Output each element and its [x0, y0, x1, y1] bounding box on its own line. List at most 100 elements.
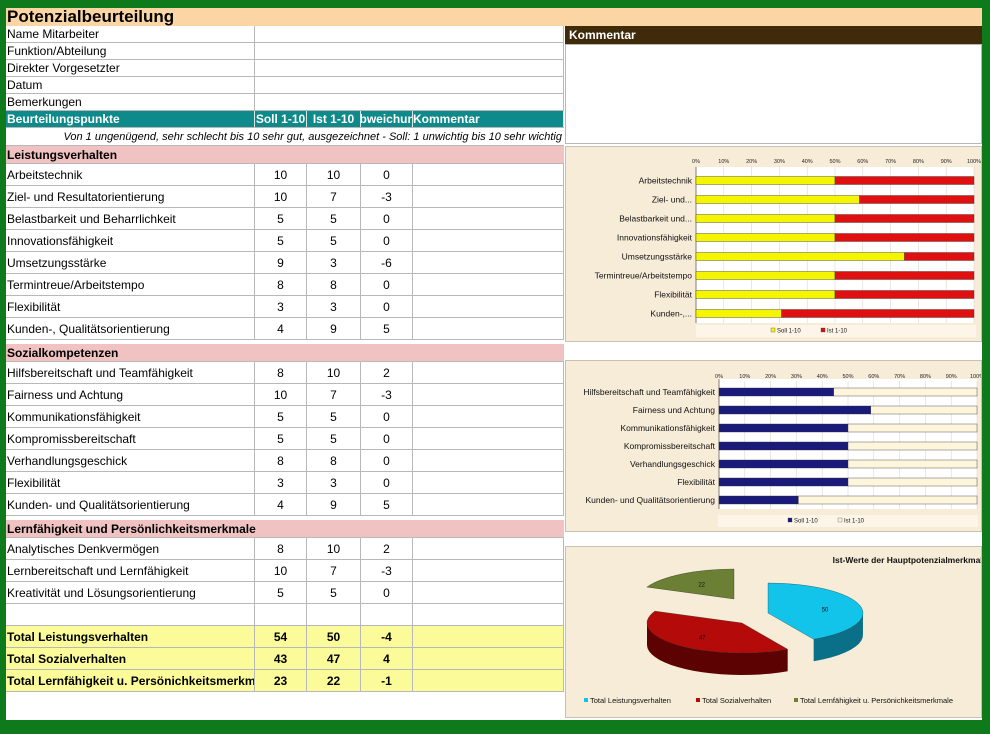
comment-cell[interactable]: [413, 494, 564, 515]
ist-value[interactable]: 10: [307, 538, 361, 559]
comment-cell[interactable]: [413, 384, 564, 405]
comment-cell[interactable]: [413, 428, 564, 449]
empty-cell: [255, 604, 307, 625]
info-input[interactable]: [255, 26, 564, 42]
ist-value[interactable]: 5: [307, 428, 361, 449]
criterion-label: Hilfsbereitschaft und Teamfähigkeit: [6, 362, 255, 383]
comment-cell[interactable]: [413, 670, 564, 691]
ist-value[interactable]: 10: [307, 164, 361, 185]
legend-label: Total Sozialverhalten: [702, 696, 771, 705]
ist-value[interactable]: 47: [307, 648, 361, 669]
bar-ist: [834, 290, 975, 299]
soll-value[interactable]: 23: [255, 670, 307, 691]
table-row: Umsetzungsstärke 9 3 -6: [6, 252, 564, 274]
category-label: Fairness und Achtung: [633, 405, 715, 415]
ist-value[interactable]: 50: [307, 626, 361, 647]
soll-value[interactable]: 4: [255, 494, 307, 515]
soll-value[interactable]: 4: [255, 318, 307, 339]
header-kommentar: Kommentar: [413, 111, 564, 127]
comment-cell[interactable]: [413, 582, 564, 603]
ist-value[interactable]: 3: [307, 252, 361, 273]
info-input[interactable]: [255, 94, 564, 110]
comment-cell[interactable]: [413, 296, 564, 317]
soll-value[interactable]: 10: [255, 384, 307, 405]
comment-cell[interactable]: [413, 648, 564, 669]
soll-value[interactable]: 5: [255, 208, 307, 229]
soll-value[interactable]: 8: [255, 274, 307, 295]
legend-swatch-soll: [787, 517, 793, 523]
ist-value[interactable]: 5: [307, 208, 361, 229]
table-row: Arbeitstechnik 10 10 0: [6, 164, 564, 186]
soll-value[interactable]: 8: [255, 450, 307, 471]
comment-cell[interactable]: [413, 626, 564, 647]
comment-field[interactable]: [565, 44, 982, 144]
soll-value[interactable]: 8: [255, 362, 307, 383]
comment-cell[interactable]: [413, 164, 564, 185]
ist-value[interactable]: 8: [307, 274, 361, 295]
ist-value[interactable]: 7: [307, 560, 361, 581]
soll-value[interactable]: 54: [255, 626, 307, 647]
comment-cell[interactable]: [413, 472, 564, 493]
info-input[interactable]: [255, 77, 564, 93]
comment-cell[interactable]: [413, 274, 564, 295]
comment-cell[interactable]: [413, 186, 564, 207]
x-tick-label: 90%: [941, 159, 952, 165]
comment-cell[interactable]: [413, 230, 564, 251]
ist-value[interactable]: 3: [307, 472, 361, 493]
bar-soll: [695, 252, 905, 261]
ist-value[interactable]: 10: [307, 362, 361, 383]
comment-cell[interactable]: [413, 252, 564, 273]
category-label: Kunden- und Qualitätsorientierung: [586, 495, 716, 505]
info-input[interactable]: [255, 60, 564, 76]
pie-slice: [767, 582, 864, 640]
soll-value[interactable]: 5: [255, 230, 307, 251]
comment-cell[interactable]: [413, 208, 564, 229]
ist-value[interactable]: 3: [307, 296, 361, 317]
bar-ist: [859, 195, 975, 204]
spreadsheet: Potenzialbeurteilung Name Mitarbeiter Fun…: [6, 8, 982, 720]
bar-soll: [718, 441, 849, 451]
bar-ist: [834, 214, 975, 223]
x-tick-label: 70%: [885, 159, 896, 165]
comment-cell[interactable]: [413, 318, 564, 339]
soll-value[interactable]: 5: [255, 582, 307, 603]
soll-value[interactable]: 3: [255, 472, 307, 493]
table-row: Total Leistungsverhalten 54 50 -4: [6, 626, 564, 648]
pie-data-label: 22: [698, 582, 705, 588]
ist-value[interactable]: 8: [307, 450, 361, 471]
abweichung-value: 0: [361, 296, 413, 317]
soll-value[interactable]: 10: [255, 186, 307, 207]
ist-value[interactable]: 5: [307, 230, 361, 251]
comment-cell[interactable]: [413, 538, 564, 559]
comment-cell[interactable]: [413, 560, 564, 581]
info-label: Bemerkungen: [6, 94, 255, 110]
abweichung-value: 0: [361, 406, 413, 427]
abweichung-value: 2: [361, 362, 413, 383]
info-input[interactable]: [255, 43, 564, 59]
soll-value[interactable]: 9: [255, 252, 307, 273]
ist-value[interactable]: 5: [307, 406, 361, 427]
soll-value[interactable]: 10: [255, 560, 307, 581]
pie-slice-side: [647, 623, 788, 675]
bar-soll: [718, 477, 849, 487]
soll-value[interactable]: 5: [255, 428, 307, 449]
ist-value[interactable]: 7: [307, 186, 361, 207]
soll-value[interactable]: 3: [255, 296, 307, 317]
ist-value[interactable]: 7: [307, 384, 361, 405]
bar-ist: [833, 387, 978, 397]
ist-value[interactable]: 9: [307, 318, 361, 339]
soll-value[interactable]: 5: [255, 406, 307, 427]
table-row: Kompromissbereitschaft 5 5 0: [6, 428, 564, 450]
soll-value[interactable]: 8: [255, 538, 307, 559]
comment-cell[interactable]: [413, 406, 564, 427]
comment-cell[interactable]: [413, 450, 564, 471]
ist-value[interactable]: 5: [307, 582, 361, 603]
chart-sozialkompetenzen: 0% 10% 20% 30% 40% 50% 60% 70% 80% 90% 100% Hilfsbe…: [565, 360, 982, 532]
ist-value[interactable]: 9: [307, 494, 361, 515]
comment-cell[interactable]: [413, 362, 564, 383]
soll-value[interactable]: 43: [255, 648, 307, 669]
comment-header: Kommentar: [565, 26, 982, 44]
ist-value[interactable]: 22: [307, 670, 361, 691]
criterion-label: Total Lernfähigkeit u. Persönichkeitsmer…: [6, 670, 255, 691]
soll-value[interactable]: 10: [255, 164, 307, 185]
